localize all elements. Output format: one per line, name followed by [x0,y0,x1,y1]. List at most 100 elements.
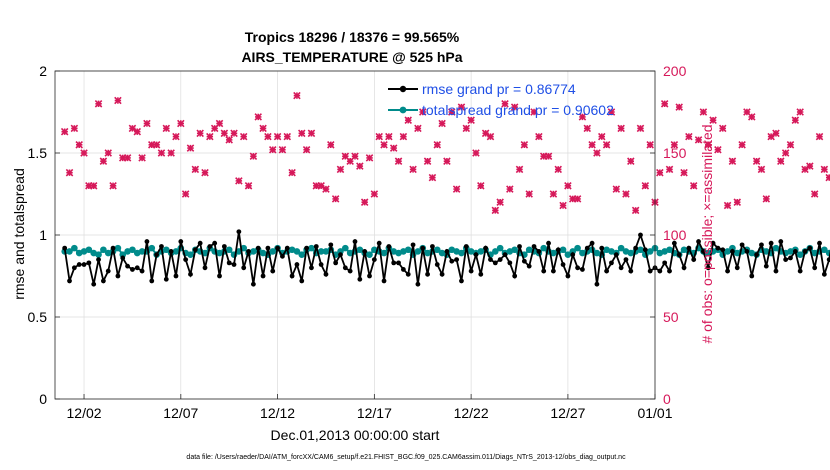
obs-count-point [510,103,519,111]
obs-count-point [215,119,224,128]
obs-count-point [162,124,171,133]
totalspread-point [308,244,315,252]
totalspread-point [162,246,170,254]
totalspread-point [772,244,780,252]
obs-count-point [525,190,533,198]
rmse-point [231,262,237,267]
rmse-point [221,244,227,249]
rmse-point [613,252,619,258]
rmse-point [739,242,745,248]
chart-title-line1: Tropics 18296 / 18376 = 99.565% [245,29,460,45]
obs-count-point [239,132,248,141]
rmse-point [405,271,411,277]
obs-count-point [298,129,306,138]
totalspread-point [796,251,804,258]
obs-count-point [157,149,166,157]
rmse-point [110,245,116,251]
rmse-point [367,273,372,279]
rmse-point [202,265,208,271]
obs-count-point [627,157,635,165]
rmse-point [275,245,280,251]
rmse-point [768,240,774,246]
obs-count-point [530,108,538,116]
rmse-point [502,252,508,258]
obs-count-point [602,141,611,149]
obs-count-point [718,124,727,133]
rmse-point [671,240,677,246]
obs-count-point [578,113,587,121]
obs-count-point [820,165,829,174]
obs-count-point [196,129,204,138]
legend-rmse-marker [399,85,407,93]
obs-count-point [748,113,756,121]
totalspread-point [148,244,156,252]
rmse-point [454,257,460,262]
obs-count-point [327,141,335,149]
rmse-point [763,263,769,269]
totalspread-point [85,246,93,254]
rmse-point [410,242,416,248]
obs-count-point [680,168,688,177]
totalspread-point [100,246,107,254]
rmse-point [788,255,793,261]
obs-count-point [443,157,451,165]
rmse-point [415,281,421,287]
obs-count-point [89,182,98,190]
rmse-point [371,257,377,262]
obs-count-point [641,182,650,190]
obs-count-point [544,152,553,161]
rmse-point [657,268,663,274]
obs-count-point [380,141,388,149]
rmse-point [284,245,290,251]
grid-lines [55,70,656,400]
rmse-point [299,278,305,284]
rmse-point [333,260,339,266]
rmse-point [778,239,784,244]
rmse-point [546,240,551,246]
rmse-point [821,271,827,277]
obs-count-point [138,154,146,162]
rmse-point [633,245,639,251]
rmse-point [420,245,426,251]
rmse-point [289,273,295,279]
rmse-point [391,260,397,266]
obs-count-point [75,141,83,149]
rmse-point [357,276,363,282]
obs-count-point [617,124,625,133]
rmse-point [149,278,155,284]
y-tick-label-left: 2 [39,63,47,79]
y-tick-label-right: 150 [663,145,687,161]
rmse-point [265,245,271,251]
totalspread-point [66,248,73,255]
obs-count-point [506,185,514,193]
totalspread-point [511,246,518,254]
rmse-point [691,257,697,262]
y-tick-label-right: 200 [663,63,687,79]
obs-count-series [60,91,830,215]
obs-count-point [230,129,238,138]
y-tick-label-left: 0 [39,391,47,407]
x-tick-label: 12/27 [550,405,585,421]
obs-count-point [757,165,766,174]
chart-title-line2: AIRS_TEMPERATURE @ 525 hPa [241,49,462,65]
obs-count-point [104,149,112,157]
obs-count-point [235,177,243,185]
rmse-point [744,249,750,254]
totalspread-point [187,251,194,258]
totalspread-point [366,251,373,258]
obs-count-point [70,124,79,133]
rmse-point [468,268,474,274]
x-tick-label: 12/02 [67,405,102,421]
rmse-point [560,262,566,267]
rmse-point [667,268,672,274]
obs-count-point [428,173,437,182]
rmse-point [662,260,668,266]
obs-count-point [268,145,277,154]
rmse-point [246,249,251,254]
y-tick-label-right: 100 [663,227,687,243]
rmse-point [62,245,68,251]
rmse-point [638,232,643,238]
obs-count-point [452,185,461,193]
obs-count-point [370,190,379,198]
obs-count-point [496,198,504,206]
